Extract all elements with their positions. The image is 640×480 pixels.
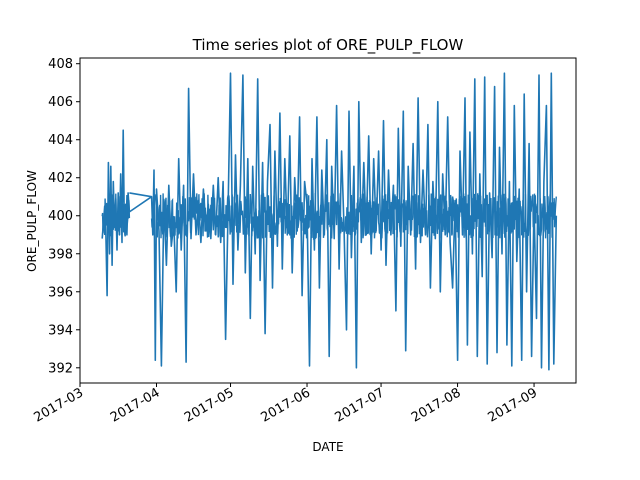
y-tick-label: 402	[48, 171, 73, 186]
y-tick-label: 404	[48, 133, 73, 148]
y-tick-label: 392	[48, 361, 73, 376]
y-tick-label: 398	[48, 247, 73, 262]
y-tick-label: 400	[48, 209, 73, 224]
y-tick-label: 408	[48, 57, 73, 72]
plot-area	[79, 57, 577, 384]
y-axis-ticks: 392 394 396 398 400 402 404 406 408	[48, 57, 80, 376]
series-layer	[101, 72, 558, 371]
y-axis-title: ORE_PULP_FLOW	[25, 170, 39, 272]
series-dense-band	[101, 192, 557, 241]
y-tick-label: 406	[48, 95, 73, 110]
chart-title: Time series plot of ORE_PULP_FLOW	[192, 36, 464, 55]
y-tick-label: 396	[48, 285, 73, 300]
axes-frame	[79, 57, 577, 384]
y-tick-label: 394	[48, 323, 73, 338]
x-axis-title: DATE	[312, 440, 343, 454]
series-gap-segment	[129, 192, 152, 198]
